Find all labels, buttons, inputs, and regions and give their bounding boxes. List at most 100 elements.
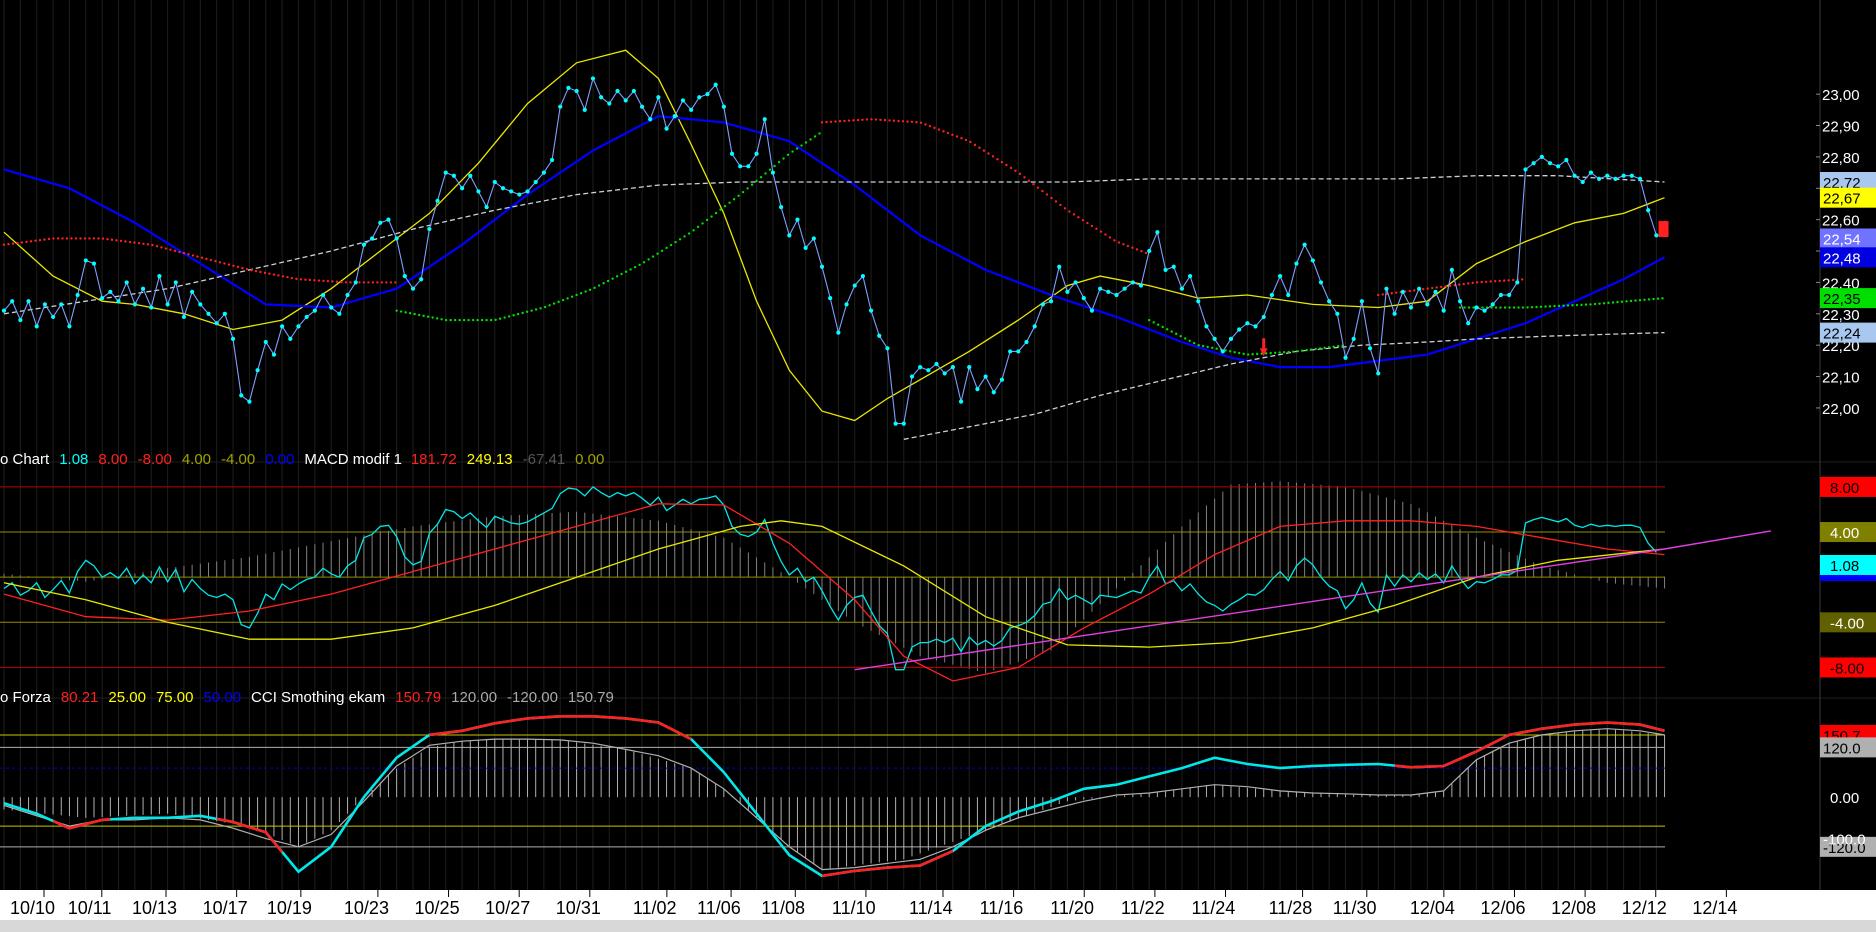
price-point (1392, 311, 1397, 316)
psar_red-dot (110, 238, 114, 241)
price-point (67, 324, 72, 329)
psar_red3-dot (1462, 282, 1465, 286)
psar_red-dot (241, 266, 244, 270)
psar_green2-dot (1287, 350, 1290, 354)
psar_red2-dot (964, 138, 968, 142)
psar_red2-dot (852, 119, 855, 122)
psar_red3-dot (1458, 283, 1461, 286)
psar_red-dot (133, 241, 136, 244)
price-point (901, 421, 906, 426)
psar_red2-dot (1140, 249, 1143, 253)
psar_red-dot (317, 279, 321, 282)
psar_red-dot (52, 237, 55, 240)
price-point (1629, 173, 1634, 178)
date-tick-label: 11/10 (832, 898, 876, 918)
psar_green-dot (606, 279, 610, 283)
date-tick-label: 11/20 (1050, 898, 1094, 918)
psar_green3-dot (1467, 306, 1471, 309)
psar_green-dot (660, 249, 664, 252)
price-badge (1820, 172, 1876, 192)
psar_green-dot (732, 198, 736, 201)
psar_red2-dot (928, 124, 932, 128)
psar_red2-dot (991, 155, 995, 158)
price-point (1449, 267, 1454, 272)
price-point (140, 286, 146, 291)
psar_green-dot (494, 318, 497, 322)
date-tick-label: 11/24 (1192, 898, 1236, 918)
psar_green2-dot (1161, 325, 1164, 329)
psar_red-dot (20, 241, 24, 244)
price-point (1605, 173, 1610, 178)
price-point (157, 274, 162, 279)
price-point (1228, 336, 1234, 341)
date-tick-label: 10/23 (344, 898, 389, 918)
psar_red2-dot (838, 120, 842, 123)
signal-box-icon (1658, 221, 1669, 238)
price-badge-label: 22,54 (1823, 231, 1861, 248)
psar_green-dot (629, 268, 632, 271)
macd-legend-item: MACD modif 1 (304, 451, 401, 468)
psar_green3-dot (1571, 304, 1574, 307)
psar_green-dot (701, 222, 704, 225)
price-point (1163, 267, 1168, 272)
psar_red-dot (263, 271, 267, 275)
price-point (1441, 308, 1446, 313)
cci-panel: o Forza 80.21 25.00 75.00 50.00 CCI Smothing … (0, 689, 1666, 878)
price-point (222, 311, 227, 316)
price-point (394, 236, 399, 241)
psar_red-dot (232, 264, 235, 267)
psar_green-dot (485, 318, 488, 322)
psar_green2-dot (1224, 349, 1227, 352)
psar_red-dot (322, 279, 325, 283)
psar_red-dot (335, 280, 339, 283)
psar_green2-dot (1332, 345, 1335, 348)
psar_red-dot (299, 278, 303, 281)
psar_red2-dot (919, 121, 923, 124)
date-tick-label: 12/06 (1480, 898, 1525, 918)
price-point (1147, 248, 1152, 254)
price-badge-label: 22,24 (1823, 326, 1861, 343)
price-point (1507, 292, 1512, 298)
price-point (410, 286, 416, 291)
psar_red2-dot (874, 118, 878, 121)
psar_green-dot (638, 263, 641, 267)
price-point (1302, 242, 1307, 247)
price-tick-label: 22,00 (1822, 401, 1860, 418)
price-point (75, 292, 80, 298)
price-point (239, 393, 244, 398)
psar_red2-dot (1036, 186, 1040, 189)
psar_green2-dot (1183, 337, 1187, 340)
macd-level-label: 8.00 (1830, 480, 1859, 497)
price-point (1515, 280, 1520, 285)
price-point (999, 377, 1005, 382)
psar_red-dot (272, 273, 276, 276)
psar_green-dot (656, 252, 659, 255)
psar_green2-dot (1201, 344, 1205, 348)
psar_red2-dot (1086, 221, 1089, 225)
price-point (893, 421, 898, 426)
psar_green3-dot (1629, 299, 1633, 303)
price-point (1081, 296, 1086, 301)
psar_red2-dot (865, 118, 869, 121)
price-point (607, 101, 612, 106)
psar_green3-dot (1562, 304, 1565, 307)
psar_red2-dot (982, 149, 986, 152)
price-point (427, 226, 432, 232)
psar_green3-dot (1548, 305, 1552, 308)
psar_red-dot (187, 253, 190, 256)
psar_green3-dot (1616, 300, 1619, 304)
price-point (819, 264, 825, 269)
psar_green-dot (395, 309, 398, 312)
psar_green2-dot (1246, 353, 1250, 356)
psar_green2-dot (1251, 353, 1254, 356)
price-point (10, 299, 15, 304)
psar_green-dot (696, 225, 700, 229)
psar_red-dot (245, 268, 249, 271)
psar_red3-dot (1395, 291, 1398, 294)
price-point (549, 157, 555, 163)
macd-legend: o Chart 1.08 8.00 -8.00 4.00 -4.00 0.00 MACD mo… (0, 451, 604, 468)
psar_green-dot (651, 255, 655, 258)
price-point (1613, 176, 1618, 181)
psar_green2-dot (1300, 349, 1304, 352)
psar_green-dot (467, 318, 470, 322)
